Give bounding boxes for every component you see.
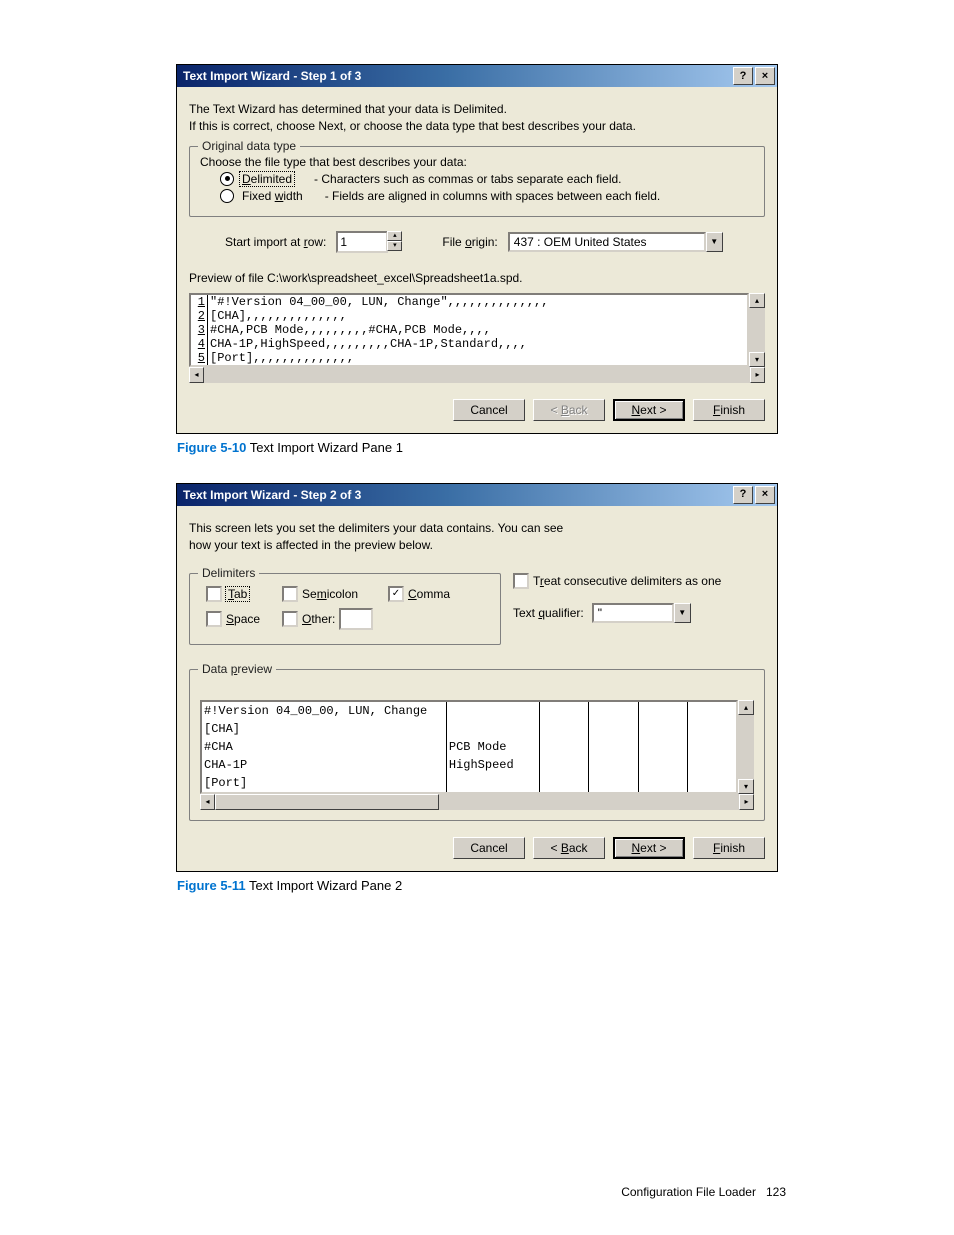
titlebar[interactable]: Text Import Wizard - Step 1 of 3 ? × <box>177 65 777 87</box>
data-preview-grid: #!Version 04_00_00, LUN, Change [CHA] #C… <box>200 700 738 794</box>
other-label[interactable]: Other: <box>302 612 335 626</box>
comma-checkbox[interactable]: ✓ <box>388 586 404 602</box>
comma-label[interactable]: Comma <box>408 587 450 601</box>
start-row-input[interactable] <box>336 231 388 253</box>
finish-button[interactable]: Finish <box>693 837 765 859</box>
cancel-button[interactable]: Cancel <box>453 837 525 859</box>
help-button[interactable]: ? <box>733 486 753 504</box>
vertical-scrollbar[interactable]: ▴ ▾ <box>749 293 765 367</box>
delimited-desc: - Characters such as commas or tabs sepa… <box>314 172 621 186</box>
choose-label: Choose the file type that best describes… <box>200 155 754 169</box>
other-checkbox[interactable] <box>282 611 298 627</box>
semicolon-label[interactable]: Semicolon <box>302 587 358 601</box>
preview-row: CHA-1PHighSpeed <box>202 756 736 774</box>
tab-label[interactable]: Tab <box>226 587 249 601</box>
fixed-width-radio[interactable] <box>220 189 234 203</box>
preview-row: [CHA] <box>202 720 736 738</box>
figure-caption-1: Figure 5-10 Text Import Wizard Pane 1 <box>177 440 777 455</box>
cancel-button[interactable]: Cancel <box>453 399 525 421</box>
finish-button[interactable]: Finish <box>693 399 765 421</box>
tab-checkbox[interactable] <box>206 586 222 602</box>
horizontal-scrollbar[interactable]: ◂ ▸ <box>200 794 754 810</box>
treat-consecutive-checkbox[interactable] <box>513 573 529 589</box>
scroll-right-icon[interactable]: ▸ <box>750 367 765 383</box>
intro-line1: The Text Wizard has determined that your… <box>189 101 765 118</box>
file-origin-label: File origin: <box>442 235 497 249</box>
scroll-down-icon[interactable]: ▾ <box>749 352 765 367</box>
text-import-wizard-step1: Text Import Wizard - Step 1 of 3 ? × The… <box>176 64 778 434</box>
scroll-left-icon[interactable]: ◂ <box>189 367 204 383</box>
preview-box: 1"#!Version 04_00_00, LUN, Change",,,,,,… <box>189 293 749 367</box>
semicolon-checkbox[interactable] <box>282 586 298 602</box>
fixed-width-desc: - Fields are aligned in columns with spa… <box>325 189 661 203</box>
preview-label: Preview of file C:\work\spreadsheet_exce… <box>189 271 765 285</box>
next-button[interactable]: Next > <box>613 837 685 859</box>
titlebar[interactable]: Text Import Wizard - Step 2 of 3 ? × <box>177 484 777 506</box>
scroll-right-icon[interactable]: ▸ <box>739 794 754 810</box>
preview-line: 1"#!Version 04_00_00, LUN, Change",,,,,,… <box>191 295 747 309</box>
chevron-down-icon[interactable]: ▼ <box>706 232 723 252</box>
window-title: Text Import Wizard - Step 2 of 3 <box>183 488 731 502</box>
back-button[interactable]: < Back <box>533 837 605 859</box>
original-data-type-group: Original data type Choose the file type … <box>189 146 765 217</box>
fixed-width-label[interactable]: Fixed width <box>240 189 305 203</box>
preview-row: #CHAPCB Mode <box>202 738 736 756</box>
group-legend: Original data type <box>198 139 300 153</box>
space-checkbox[interactable] <box>206 611 222 627</box>
preview-line: 4CHA-1P,HighSpeed,,,,,,,,,CHA-1P,Standar… <box>191 337 747 351</box>
text-import-wizard-step2: Text Import Wizard - Step 2 of 3 ? × Thi… <box>176 483 778 872</box>
delimited-radio[interactable] <box>220 172 234 186</box>
text-qualifier-dropdown[interactable]: " ▼ <box>592 603 691 623</box>
close-button[interactable]: × <box>755 486 775 504</box>
space-label[interactable]: Space <box>226 612 260 626</box>
help-button[interactable]: ? <box>733 67 753 85</box>
horizontal-scrollbar[interactable]: ◂ ▸ <box>189 367 765 383</box>
page-footer: Configuration File Loader 123 <box>621 1185 786 1199</box>
data-preview-group: Data preview #!Version 04_00_00, LUN, Ch… <box>189 669 765 821</box>
text-qualifier-label: Text qualifier: <box>513 606 584 620</box>
file-origin-dropdown[interactable]: 437 : OEM United States ▼ <box>508 232 723 252</box>
other-input[interactable] <box>339 608 373 630</box>
next-button[interactable]: Next > <box>613 399 685 421</box>
figure-caption-2: Figure 5-11 Text Import Wizard Pane 2 <box>177 878 777 893</box>
preview-row: #!Version 04_00_00, LUN, Change <box>202 702 736 720</box>
start-row-spin-up[interactable]: ▴ <box>387 231 402 241</box>
start-row-spin-down[interactable]: ▾ <box>387 241 402 251</box>
preview-line: 5[Port],,,,,,,,,,,,,, <box>191 351 747 365</box>
scroll-up-icon[interactable]: ▴ <box>749 293 765 308</box>
back-button[interactable]: < Back <box>533 399 605 421</box>
start-import-label: Start import at row: <box>225 235 326 249</box>
intro-line2: If this is correct, choose Next, or choo… <box>189 118 765 135</box>
scroll-up-icon[interactable]: ▴ <box>738 700 754 715</box>
preview-line: 2[CHA],,,,,,,,,,,,,, <box>191 309 747 323</box>
data-preview-legend: Data preview <box>198 662 276 676</box>
vertical-scrollbar[interactable]: ▴ ▾ <box>738 700 754 794</box>
treat-consecutive-label[interactable]: Treat consecutive delimiters as one <box>533 574 721 588</box>
delimiters-group: Delimiters Tab Semicolon ✓Comma Space Ot… <box>189 573 501 645</box>
scroll-down-icon[interactable]: ▾ <box>738 779 754 794</box>
window-title: Text Import Wizard - Step 1 of 3 <box>183 69 731 83</box>
chevron-down-icon[interactable]: ▼ <box>674 603 691 623</box>
delimited-label[interactable]: Delimited <box>240 172 294 186</box>
intro-line2: how your text is affected in the preview… <box>189 537 765 554</box>
scroll-left-icon[interactable]: ◂ <box>200 794 215 810</box>
delimiters-legend: Delimiters <box>198 566 259 580</box>
close-button[interactable]: × <box>755 67 775 85</box>
preview-row: [Port] <box>202 774 736 792</box>
intro-line1: This screen lets you set the delimiters … <box>189 520 765 537</box>
preview-line: 3#CHA,PCB Mode,,,,,,,,,#CHA,PCB Mode,,,, <box>191 323 747 337</box>
